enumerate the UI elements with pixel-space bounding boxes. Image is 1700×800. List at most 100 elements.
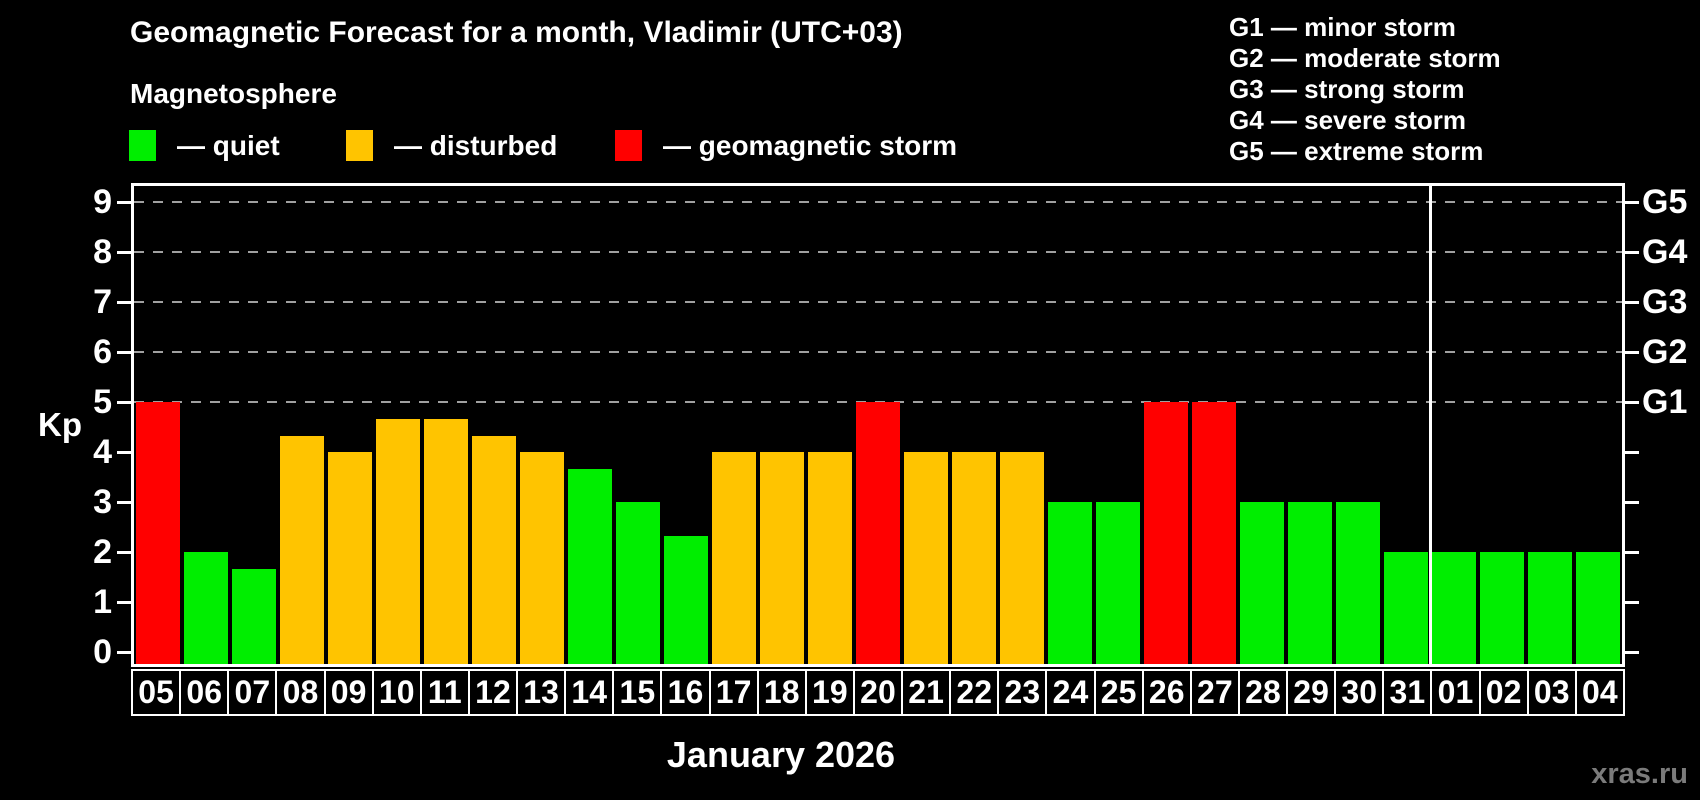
day-cell-10: 10 xyxy=(371,669,422,716)
gridline-kp7 xyxy=(134,301,1622,303)
storm-color-swatch xyxy=(615,130,642,161)
day-cell-08: 08 xyxy=(275,669,326,716)
bar-day-07 xyxy=(232,568,276,664)
bar-day-23 xyxy=(1000,452,1044,664)
kp-tick-left-7 xyxy=(117,301,131,304)
kp-tick-right-9 xyxy=(1625,201,1639,204)
bar-day-02 xyxy=(1480,552,1524,664)
kp-tick-left-1 xyxy=(117,601,131,604)
plot-area xyxy=(131,183,1625,667)
g-legend-line-4: G4 — severe storm xyxy=(1229,105,1467,135)
day-cell-25: 25 xyxy=(1093,669,1144,716)
day-cell-03: 03 xyxy=(1526,669,1577,716)
bar-day-26 xyxy=(1144,402,1188,664)
month-label: January 2026 xyxy=(666,734,896,775)
g-legend-line-2: G2 — moderate storm xyxy=(1229,43,1501,73)
kp-tick-left-8 xyxy=(117,251,131,254)
g-axis-label-G5: G5 xyxy=(1642,183,1688,221)
disturbed-legend-label: — disturbed xyxy=(394,130,558,161)
bar-day-08 xyxy=(280,435,324,664)
bar-day-17 xyxy=(712,452,756,664)
bar-day-27 xyxy=(1192,402,1236,664)
month-separator-line xyxy=(1429,186,1432,664)
day-cell-13: 13 xyxy=(516,669,567,716)
day-cell-16: 16 xyxy=(660,669,711,716)
kp-tick-left-4 xyxy=(117,451,131,454)
gridline-kp6 xyxy=(134,351,1622,353)
kp-tick-label-7: 7 xyxy=(93,283,112,321)
x-axis-day-labels: 05 06 07 08 09 10 11 12 13 14 15 16 17 18 19 20 21 22 23 24… xyxy=(131,669,1625,716)
day-cell-22: 22 xyxy=(949,669,1000,716)
y-axis-label: Kp xyxy=(38,406,82,443)
kp-tick-label-5: 5 xyxy=(93,383,112,421)
bar-day-28 xyxy=(1240,502,1284,664)
kp-tick-left-3 xyxy=(117,501,131,504)
bar-day-29 xyxy=(1288,502,1332,664)
kp-tick-label-1: 1 xyxy=(93,583,112,621)
bar-day-22 xyxy=(952,452,996,664)
g-axis-label-G4: G4 xyxy=(1642,233,1688,271)
kp-tick-right-1 xyxy=(1625,601,1639,604)
bar-day-11 xyxy=(424,418,468,664)
storm-legend-label: — geomagnetic storm xyxy=(663,130,958,161)
day-cell-23: 23 xyxy=(997,669,1048,716)
bar-day-25 xyxy=(1096,502,1140,664)
kp-tick-left-9 xyxy=(117,201,131,204)
bar-day-16 xyxy=(664,535,708,664)
disturbed-color-swatch xyxy=(346,130,373,161)
quiet-legend-label: — quiet xyxy=(177,130,280,161)
bar-day-21 xyxy=(904,452,948,664)
kp-tick-left-6 xyxy=(117,351,131,354)
g-legend-line-5: G5 — extreme storm xyxy=(1229,136,1484,166)
kp-tick-label-8: 8 xyxy=(93,233,112,271)
g-legend-line-1: G1 — minor storm xyxy=(1229,12,1456,42)
kp-tick-label-9: 9 xyxy=(93,183,112,221)
subtitle-magnetosphere: Magnetosphere xyxy=(130,78,337,109)
g-axis-label-G1: G1 xyxy=(1642,383,1688,421)
day-cell-09: 09 xyxy=(323,669,374,716)
bar-day-09 xyxy=(328,452,372,664)
kp-tick-label-0: 0 xyxy=(93,633,112,671)
kp-tick-label-3: 3 xyxy=(93,483,112,521)
quiet-color-swatch xyxy=(129,130,156,161)
bar-day-14 xyxy=(568,468,612,664)
gridline-kp9 xyxy=(134,201,1622,203)
kp-tick-right-0 xyxy=(1625,651,1639,654)
day-cell-31: 31 xyxy=(1382,669,1433,716)
day-cell-06: 06 xyxy=(179,669,230,716)
day-cell-02: 02 xyxy=(1478,669,1529,716)
kp-tick-left-0 xyxy=(117,651,131,654)
page-title: Geomagnetic Forecast for a month, Vladim… xyxy=(130,16,903,49)
kp-tick-right-6 xyxy=(1625,351,1639,354)
bar-day-19 xyxy=(808,452,852,664)
day-cell-14: 14 xyxy=(564,669,615,716)
day-cell-21: 21 xyxy=(901,669,952,716)
day-cell-15: 15 xyxy=(612,669,663,716)
day-cell-19: 19 xyxy=(804,669,855,716)
bar-day-31 xyxy=(1384,552,1428,664)
day-cell-01: 01 xyxy=(1430,669,1481,716)
kp-tick-right-3 xyxy=(1625,501,1639,504)
day-cell-24: 24 xyxy=(1045,669,1096,716)
day-cell-05: 05 xyxy=(131,669,182,716)
day-cell-30: 30 xyxy=(1334,669,1385,716)
g-axis-label-G2: G2 xyxy=(1642,333,1688,371)
day-cell-18: 18 xyxy=(756,669,807,716)
g-legend-line-3: G3 — strong storm xyxy=(1229,74,1465,104)
day-cell-12: 12 xyxy=(467,669,518,716)
plot-inner xyxy=(134,186,1622,664)
day-cell-04: 04 xyxy=(1574,669,1625,716)
kp-tick-left-5 xyxy=(117,401,131,404)
watermark-xras: xras.ru xyxy=(1591,758,1688,790)
day-cell-20: 20 xyxy=(852,669,903,716)
kp-tick-right-7 xyxy=(1625,301,1639,304)
bar-day-13 xyxy=(520,452,564,664)
bar-day-06 xyxy=(184,552,228,664)
bar-day-04 xyxy=(1576,552,1620,664)
bar-day-18 xyxy=(760,452,804,664)
day-cell-11: 11 xyxy=(419,669,470,716)
bar-day-24 xyxy=(1048,502,1092,664)
bar-day-05 xyxy=(136,402,180,664)
gridline-kp8 xyxy=(134,251,1622,253)
